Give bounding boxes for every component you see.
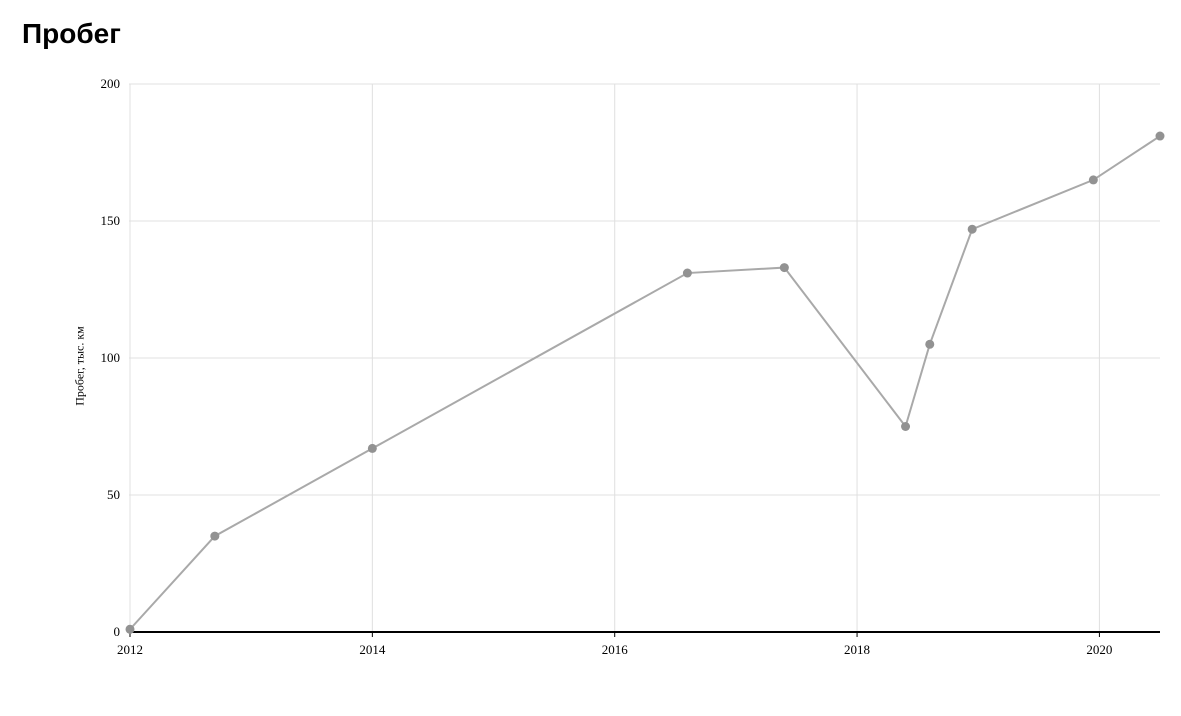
x-tick-label: 2016: [602, 642, 629, 657]
data-point: [210, 532, 219, 541]
series-line: [130, 136, 1160, 629]
data-point: [368, 444, 377, 453]
chart-container: Пробег, тыс. км 0 50 100 150 200 2012 2014 2016…: [20, 56, 1161, 676]
data-point: [1156, 132, 1165, 141]
data-point: [683, 269, 692, 278]
x-tick-label: 2018: [844, 642, 870, 657]
x-tick-label: 2012: [117, 642, 143, 657]
mileage-chart: 0 50 100 150 200 2012 2014 2016 2018 2020: [20, 56, 1180, 676]
y-tick-label: 100: [101, 350, 121, 365]
chart-title: Пробег: [22, 18, 1161, 50]
y-axis-label: Пробег, тыс. км: [72, 326, 87, 406]
data-point: [925, 340, 934, 349]
data-point: [126, 625, 135, 634]
y-tick-label: 0: [114, 624, 121, 639]
y-tick-label: 50: [107, 487, 120, 502]
x-tick-label: 2020: [1086, 642, 1112, 657]
data-point: [901, 422, 910, 431]
data-point: [968, 225, 977, 234]
data-point: [1089, 175, 1098, 184]
y-tick-label: 150: [101, 213, 121, 228]
data-point: [780, 263, 789, 272]
x-tick-label: 2014: [359, 642, 386, 657]
y-tick-label: 200: [101, 76, 121, 91]
